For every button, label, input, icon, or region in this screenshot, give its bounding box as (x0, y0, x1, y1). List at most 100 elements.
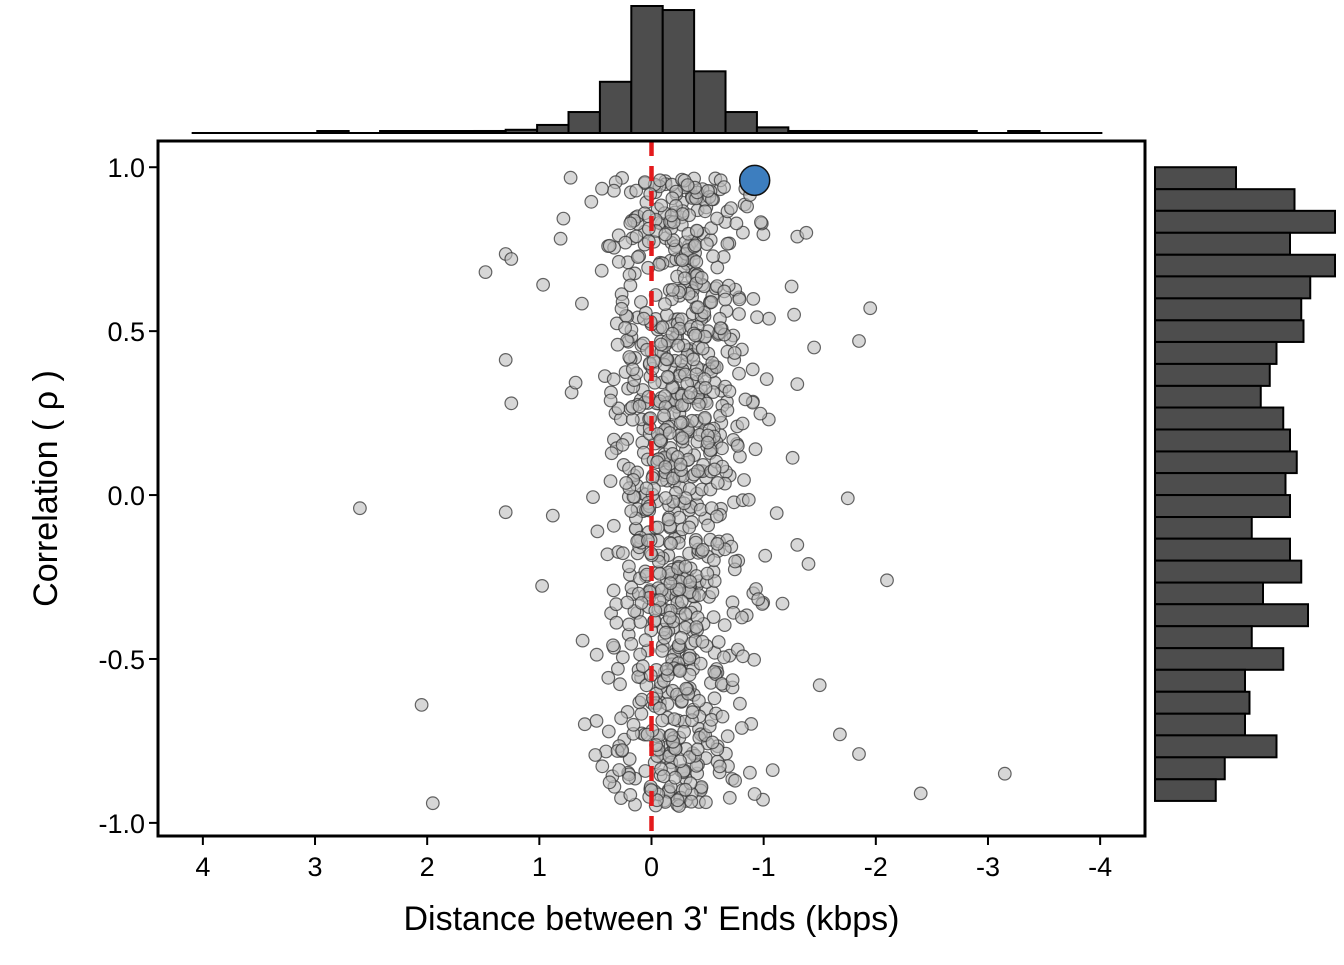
scatter-point (657, 408, 671, 423)
x-hist-bar (818, 130, 853, 134)
scatter-point (606, 638, 620, 653)
scatter-point (594, 263, 609, 278)
scatter-point (563, 170, 578, 185)
scatter-point (622, 617, 636, 632)
scatter-point (675, 431, 690, 446)
scatter-point (625, 412, 640, 427)
y-hist-bar (1154, 253, 1336, 278)
scatter-point (840, 491, 855, 506)
scatter-point (730, 439, 745, 453)
scatter-point (695, 341, 710, 356)
scatter-point (692, 693, 706, 708)
scatter-point (693, 656, 708, 671)
scatter-point (784, 279, 799, 294)
y-hist-bar (1154, 668, 1246, 693)
y-axis: -1.0 -0.5 0.0 0.5 1.0 (98, 141, 160, 839)
scatter-point (624, 637, 639, 651)
scatter-point (678, 271, 692, 286)
scatter-point (705, 355, 720, 370)
scatter-point (720, 403, 735, 418)
y-hist-bar (1154, 188, 1296, 212)
scatter-point (706, 610, 721, 624)
scatter-point (662, 610, 677, 625)
x-hist-bar (787, 129, 821, 135)
scatter-point (690, 300, 705, 315)
x-tick-label: -3 (976, 852, 1000, 882)
scatter-point (665, 326, 680, 341)
scatter-point (610, 337, 625, 352)
scatter-point (997, 766, 1012, 781)
scatter-point (787, 307, 801, 322)
y-tick-label: 1.0 (107, 153, 145, 183)
scatter-point (612, 763, 627, 777)
scatter-point (654, 337, 668, 352)
scatter-point (623, 278, 638, 293)
scatter-point (707, 665, 722, 679)
scatter-point (713, 321, 728, 336)
scatter-point (545, 508, 560, 523)
scatter-point (660, 352, 674, 367)
scatter-point (595, 759, 610, 774)
x-tick-label: -2 (864, 852, 888, 882)
x-hist-bar (1007, 130, 1041, 134)
scatter-point (735, 416, 750, 431)
scatter-point (750, 310, 764, 325)
scatter-point (584, 194, 599, 209)
y-hist-bar (1154, 450, 1298, 475)
scatter-point (694, 270, 709, 285)
scatter-point (785, 450, 800, 465)
x-hist-bar (944, 130, 978, 134)
scatter-point (701, 518, 715, 533)
scatter-point (666, 471, 680, 486)
y-hist-bar (1154, 647, 1285, 671)
scatter-point (498, 505, 513, 520)
scatter-point (715, 709, 730, 724)
y-hist-bar (1154, 472, 1287, 497)
x-hist-bar (504, 128, 539, 134)
scatter-point (759, 372, 774, 387)
scatter-point (734, 721, 749, 735)
scatter-point (863, 301, 878, 316)
scatter-point (728, 554, 742, 569)
scatter-point (807, 340, 821, 355)
x-hist-bar (724, 111, 758, 134)
scatter-point (595, 181, 609, 196)
scatter-point (747, 787, 762, 801)
x-hist-bar (661, 9, 696, 134)
scatter-point (748, 442, 763, 457)
x-axis: 4 3 2 1 0 -1 -2 -3 -4 (158, 834, 1145, 882)
scatter-point (701, 183, 715, 198)
scatter-point (732, 366, 746, 381)
y-hist-bar (1154, 428, 1291, 453)
y-hist-bar (1154, 712, 1246, 737)
scatter-point (653, 173, 667, 188)
scatter-point (652, 567, 667, 581)
x-hist-bar (598, 80, 633, 134)
scatter-point (675, 253, 690, 268)
y-hist-bar (1154, 384, 1262, 409)
scatter-point (353, 501, 367, 516)
scatter-point (711, 635, 726, 649)
scatter-point (700, 566, 715, 581)
scatter-point (695, 543, 710, 557)
scatter-point (705, 735, 720, 750)
scatter-point (689, 223, 704, 238)
x-marginal-histogram (191, 5, 1103, 135)
scatter-point (606, 583, 621, 598)
scatter-point (698, 381, 713, 395)
scatter-point (775, 596, 790, 611)
scatter-point (655, 713, 670, 728)
scatter-point (790, 377, 805, 392)
y-hist-bar (1154, 319, 1305, 343)
scatter-point (658, 460, 673, 474)
scatter-point (799, 225, 814, 240)
scatter-point (738, 392, 753, 407)
scatter-point (623, 788, 638, 802)
scatter-point (640, 727, 655, 742)
scatter-point (653, 433, 668, 448)
scatter-point (655, 320, 670, 335)
scatter-point (631, 250, 645, 265)
scatter-point (656, 769, 671, 784)
y-hist-bar (1154, 340, 1278, 365)
scatter-point (673, 457, 688, 472)
